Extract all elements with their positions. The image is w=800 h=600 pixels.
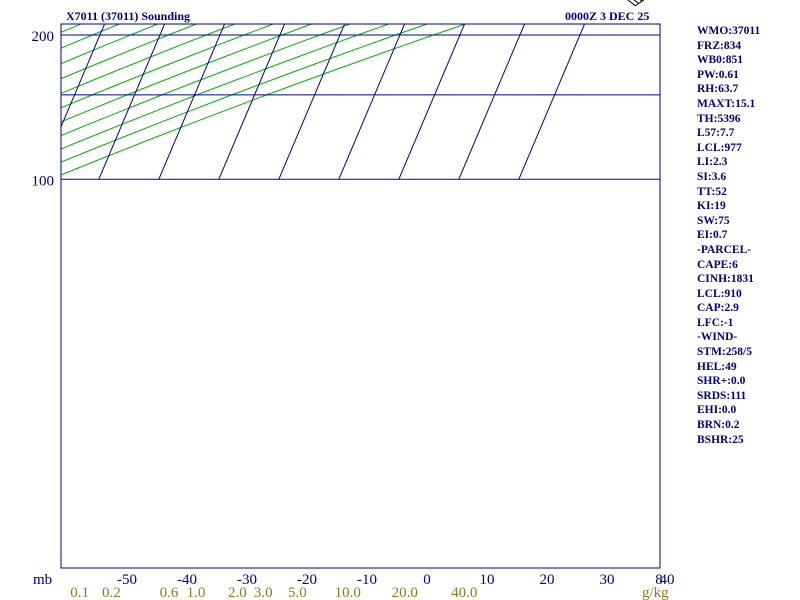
moist-adiabat [0, 0, 416, 88]
index-item: LCL:910 [697, 287, 742, 300]
wind-barb-flag [633, 0, 640, 4]
temperature-tick-label: -10 [357, 572, 377, 588]
temperature-tick-label: 10 [480, 572, 495, 588]
index-item: -WIND- [697, 331, 738, 344]
dry-adiabat [61, 24, 468, 176]
index-item: EI:0.7 [697, 229, 728, 242]
isotherm [0, 0, 6, 179]
index-item: SW:75 [697, 214, 730, 227]
isotherm [458, 24, 526, 180]
index-item: SI:3.6 [697, 170, 727, 183]
index-item: -PARCEL- [697, 243, 752, 256]
plot-frame [60, 23, 661, 569]
isotherm [398, 24, 466, 180]
isotherm [0, 0, 126, 179]
pressure-unit-label: mb [33, 572, 52, 588]
dry-adiabat [61, 24, 391, 150]
isotherm [61, 24, 106, 129]
index-item: BRN:0.2 [697, 419, 740, 432]
index-item: KI:19 [697, 200, 726, 213]
index-item: CAP:2.9 [697, 302, 739, 315]
mixing-ratio-label: 20.0 [392, 585, 418, 600]
dry-adiabat [0, 0, 800, 179]
index-item: SRDS:111 [697, 389, 747, 402]
dry-adiabat [61, 24, 314, 123]
mixing-ratio-label: 2.0 [228, 585, 247, 600]
temperature-tick-label: 0 [423, 572, 431, 588]
index-item: SHR+:0.0 [697, 375, 746, 388]
dry-adiabat [0, 0, 800, 179]
index-item: LFC:-1 [697, 316, 734, 329]
wind-barb [627, 0, 645, 7]
pressure-tick-label: 100 [32, 173, 55, 189]
dry-adiabat [0, 0, 800, 179]
mixing-ratio-label: 0.1 [70, 585, 89, 600]
index-item: WB0:851 [697, 54, 743, 67]
dry-adiabat [61, 24, 121, 49]
wind-barb-flag [627, 0, 636, 7]
isotherm [218, 24, 286, 180]
index-item: TT:52 [697, 185, 727, 198]
dry-adiabat [61, 24, 237, 94]
dry-adiabat [0, 0, 800, 179]
dry-adiabat [0, 0, 388, 179]
index-item: FRZ:834 [697, 39, 742, 52]
temperature-tick-label: -40 [177, 572, 197, 588]
isotherm [278, 24, 346, 180]
index-item: LI:2.3 [697, 156, 728, 169]
isotherm [0, 0, 66, 179]
mixing-ratio-label: 3.0 [254, 585, 273, 600]
temperature-tick-label: -30 [237, 572, 257, 588]
index-item: MAXT:15.1 [697, 97, 756, 110]
dry-adiabat [61, 24, 198, 80]
wind-barb-flag [639, 0, 643, 2]
dry-adiabat [61, 24, 275, 109]
mixing-ratio-label: 1.0 [187, 585, 206, 600]
temperature-tick-label: -20 [297, 572, 317, 588]
index-item: TH:5396 [697, 112, 741, 125]
isotherm [518, 24, 586, 180]
dry-adiabat [61, 24, 160, 65]
dewpoint-trace [0, 0, 416, 4]
dry-adiabat [61, 24, 352, 137]
index-item: STM:258/5 [697, 346, 752, 359]
isotherm [158, 24, 226, 180]
temperature-trace [0, 0, 489, 4]
index-item: WMO:37011 [697, 25, 761, 37]
extra-tick-label: 8 [655, 572, 663, 588]
index-item: EHI:0.0 [697, 404, 737, 417]
mixing-ratio-label: 5.0 [288, 585, 307, 600]
temperature-tick-label: 30 [600, 572, 615, 588]
mixing-ratio-unit-label: g/kg [642, 585, 669, 600]
moist-adiabat [0, 0, 386, 88]
isotherm [338, 24, 406, 180]
isotherm [0, 0, 186, 179]
dry-adiabat [0, 0, 632, 179]
mixing-ratio-label: 40.0 [451, 585, 477, 600]
temperature-tick-label: 20 [540, 572, 555, 588]
index-item: BSHR:25 [697, 433, 744, 446]
temperature-tick-label: -50 [117, 572, 137, 588]
pressure-tick-label: 200 [32, 29, 55, 45]
index-item: HEL:49 [697, 360, 737, 373]
index-item: LCL:977 [697, 141, 742, 154]
dry-adiabat [61, 24, 83, 33]
valid-time: 0000Z 3 DEC 25 [565, 9, 649, 23]
index-item: PW:0.61 [697, 68, 739, 81]
sounding-indices: WMO:37011 FRZ:834 WB0:851 PW:0.61 RH:63.7 MAX… [697, 24, 800, 447]
mixing-ratio-label: 10.0 [335, 585, 361, 600]
isotherm [98, 24, 166, 180]
index-item: CINH:1831 [697, 273, 754, 286]
wind-barb-shaft [635, 0, 645, 7]
mixing-ratio-label: 0.2 [102, 585, 121, 600]
mixing-ratio-label: 0.6 [160, 585, 179, 600]
chart-title: X7011 (37011) Sounding [66, 9, 190, 23]
index-item: L57:7.7 [697, 127, 735, 140]
temperature-tick-label: 40 [660, 572, 675, 588]
index-item: CAPE:6 [697, 258, 738, 271]
index-item: RH:63.7 [697, 83, 739, 96]
